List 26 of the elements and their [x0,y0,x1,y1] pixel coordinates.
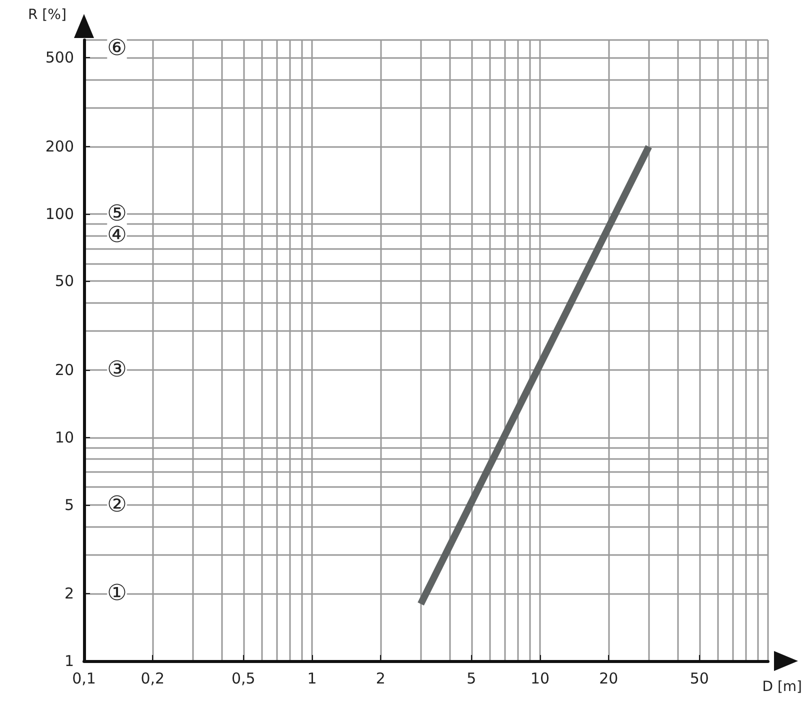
x-tick-label: 0,5 [231,670,256,688]
y-tick-label: 100 [45,204,74,223]
annotation: ② [107,492,127,518]
y-tick-label: 5 [64,496,74,514]
annotation: ③ [107,358,127,383]
y-tick-label: 50 [54,272,74,290]
annotation: ④ [107,223,127,248]
x-tick-label: 5 [466,670,476,688]
y-tick-label: 200 [45,138,74,156]
y-tick-label: 1 [64,652,74,670]
y-tick-label: 500 [45,48,74,67]
x-tick-label: 2 [376,670,386,688]
x-tick-label: 0,1 [72,670,96,688]
x-axis-title: D [m] [762,679,802,695]
x-tick-label: 50 [690,670,709,688]
y-axis-title: R [%] [28,7,66,23]
annotation: ① [107,581,127,606]
y-tick-label: 2 [64,584,74,603]
x-tick-label: 20 [599,670,618,688]
annotation: ⑥ [107,36,127,61]
x-tick-label: 10 [530,670,550,688]
x-tick-label: 1 [307,670,317,688]
x-tick-label: 0,2 [140,670,165,688]
y-tick-label: 10 [54,428,74,446]
y-tick-label: 20 [54,361,74,380]
annotation: ⑤ [107,201,127,226]
